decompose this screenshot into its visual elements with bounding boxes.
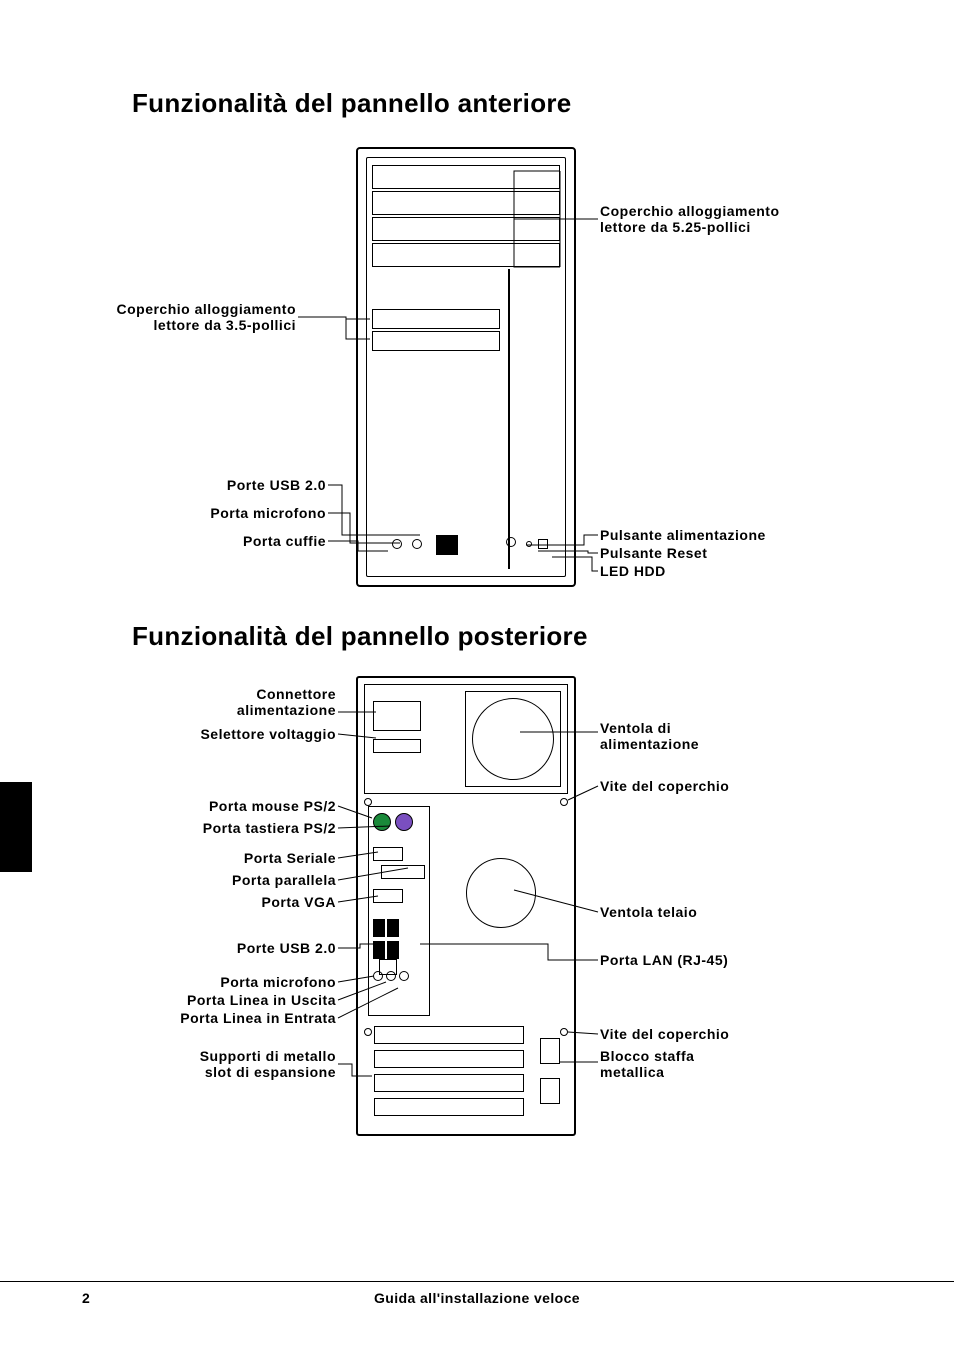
label-mic-rear: Porta microfono xyxy=(60,974,336,990)
label-ps2-keyboard: Porta tastiera PS/2 xyxy=(60,820,336,836)
front-panel-diagram: Coperchio alloggiamento lettore da 3.5-p… xyxy=(60,147,894,617)
rear-case xyxy=(356,676,576,1136)
label-expansion-slots: Supporti di metallo slot di espansione xyxy=(60,1048,336,1080)
label-bracket-lock: Blocco staffa metallica xyxy=(600,1048,694,1080)
label-serial-port: Porta Seriale xyxy=(60,850,336,866)
label-usb20-front: Porte USB 2.0 xyxy=(60,477,326,493)
label-mic-front: Porta microfono xyxy=(60,505,326,521)
label-line-out: Porta Linea in Uscita xyxy=(60,992,336,1008)
label-bay35: Coperchio alloggiamento lettore da 3.5-p… xyxy=(60,301,296,333)
label-cover-screw-1: Vite del coperchio xyxy=(600,778,729,794)
label-cover-screw-2: Vite del coperchio xyxy=(600,1026,729,1042)
label-hdd-led: LED HDD xyxy=(600,563,666,579)
label-power-button: Pulsante alimentazione xyxy=(600,527,766,543)
label-psu-fan: Ventola di alimentazione xyxy=(600,720,699,752)
label-vga-port: Porta VGA xyxy=(60,894,336,910)
section2-title: Funzionalità del pannello posteriore xyxy=(132,621,894,652)
label-chassis-fan: Ventola telaio xyxy=(600,904,697,920)
footer-text: Guida all'installazione veloce xyxy=(0,1290,954,1306)
label-usb20-rear: Porte USB 2.0 xyxy=(60,940,336,956)
label-voltage-selector: Selettore voltaggio xyxy=(60,726,336,742)
label-ps2-mouse: Porta mouse PS/2 xyxy=(60,798,336,814)
side-tab xyxy=(0,782,32,872)
label-headphone: Porta cuffie xyxy=(60,533,326,549)
label-bay525: Coperchio alloggiamento lettore da 5.25-… xyxy=(600,203,780,235)
label-power-connector: Connettore alimentazione xyxy=(60,686,336,718)
rear-panel-diagram: Connettore alimentazione Selettore volta… xyxy=(60,676,894,1156)
label-lan-port: Porta LAN (RJ-45) xyxy=(600,952,728,968)
section1-title: Funzionalità del pannello anteriore xyxy=(132,88,894,119)
label-parallel-port: Porta parallela xyxy=(60,872,336,888)
front-case xyxy=(356,147,576,587)
page-footer: 2 Guida all'installazione veloce xyxy=(0,1281,954,1311)
label-line-in: Porta Linea in Entrata xyxy=(60,1010,336,1026)
label-reset-button: Pulsante Reset xyxy=(600,545,707,561)
